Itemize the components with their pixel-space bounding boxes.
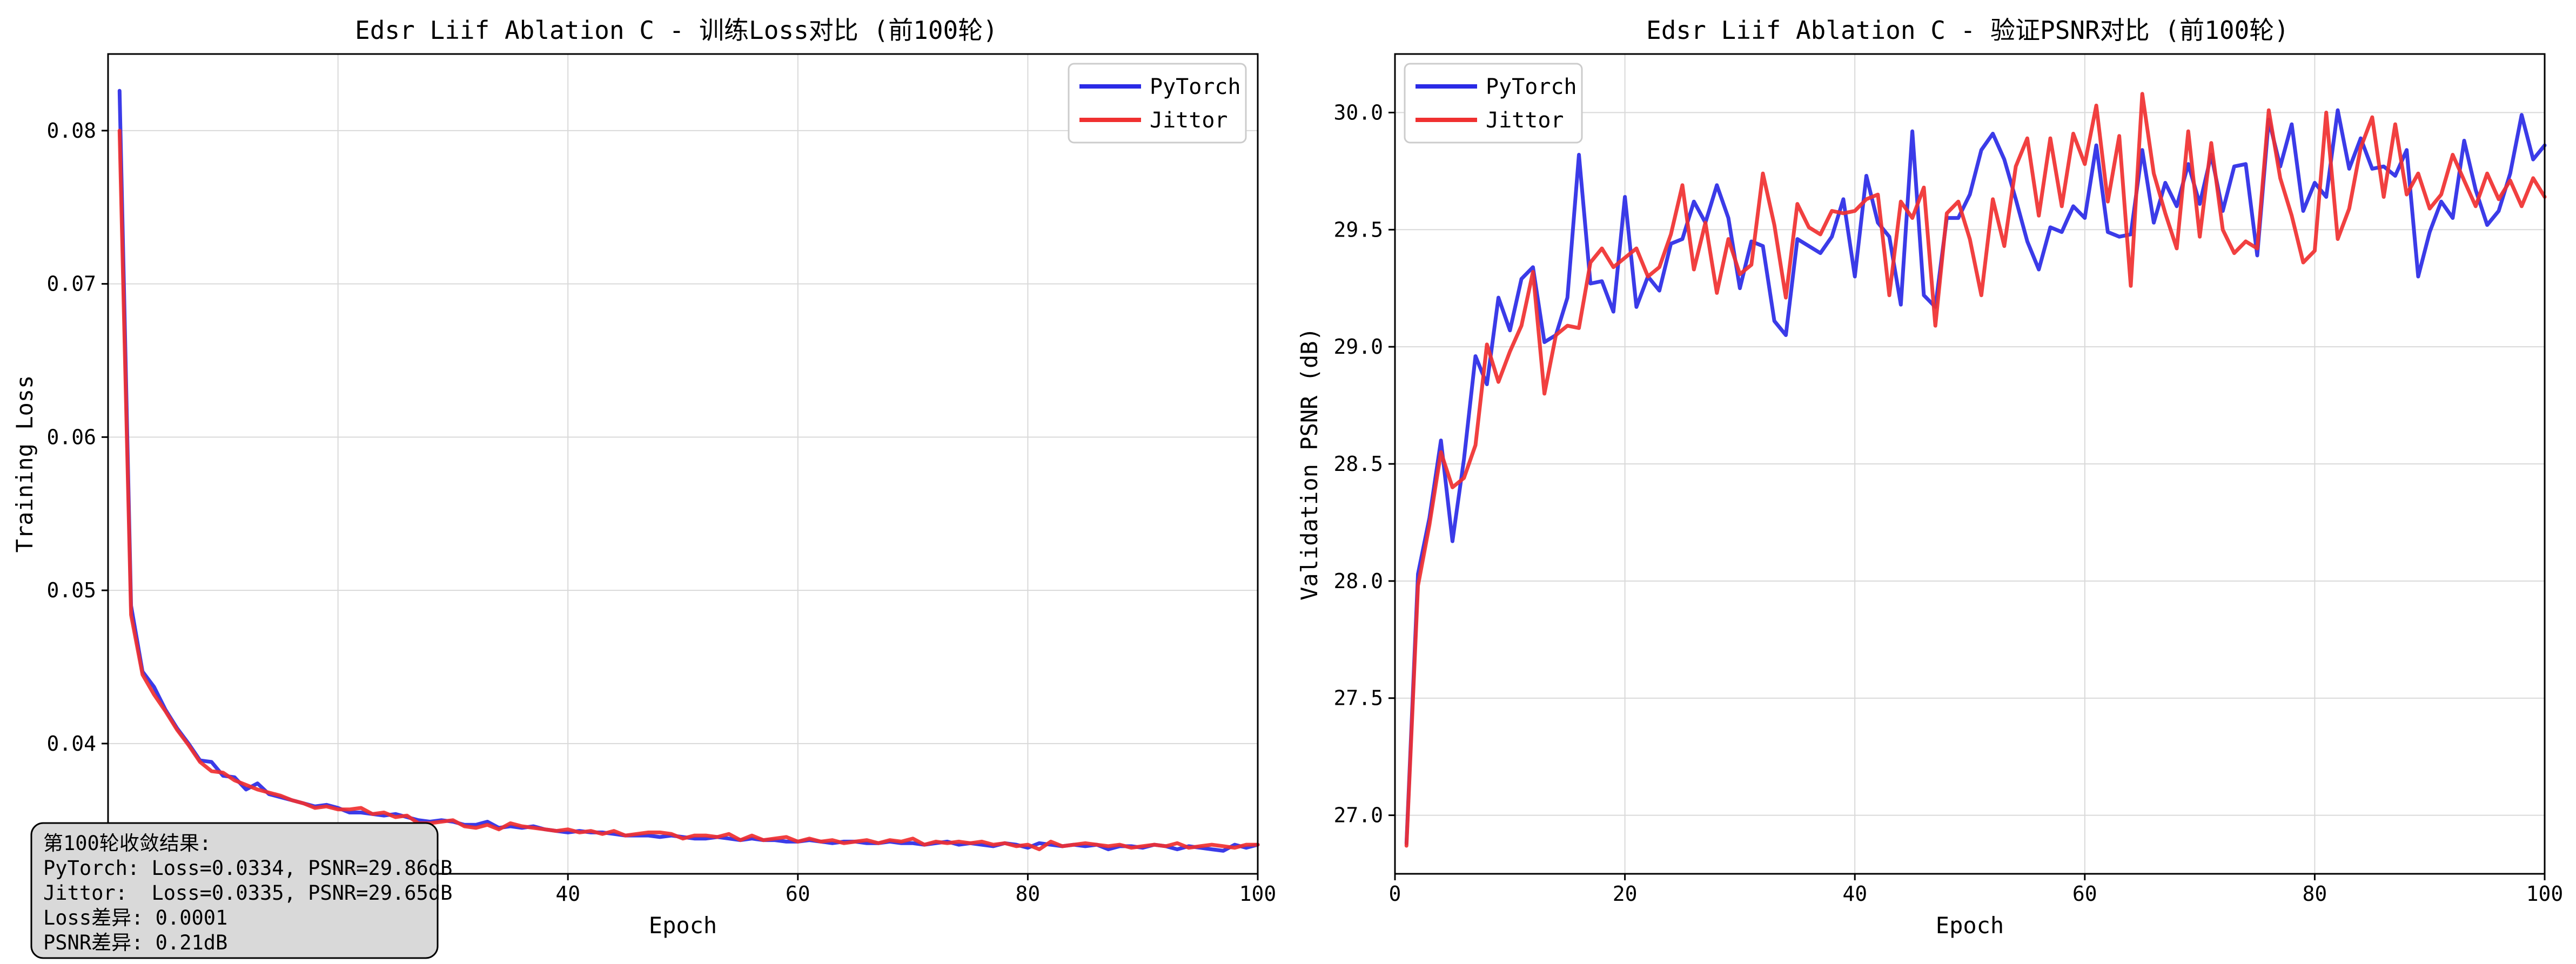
x-tick-label: 40: [555, 882, 580, 906]
x-tick-label: 80: [1016, 882, 1041, 906]
summary-line-3: Jittor: Loss=0.0335, PSNR=29.65dB: [43, 881, 452, 905]
loss-chart-title: Edsr Liif Ablation C - 训练Loss对比 (前100轮): [355, 16, 998, 45]
y-tick-label: 0.08: [46, 119, 96, 143]
x-tick-label: 40: [1842, 882, 1867, 906]
y-tick-label: 27.5: [1333, 686, 1383, 710]
x-tick-label: 60: [786, 882, 810, 906]
psnr-chart-series: [1404, 92, 2547, 848]
x-tick-label: 100: [1239, 882, 1277, 906]
psnr-legend-label-pytorch: PyTorch: [1486, 75, 1577, 99]
summary-line-5: PSNR差异: 0.21dB: [43, 931, 227, 954]
series-line-pytorch: [1404, 108, 2547, 846]
psnr-legend-box: [1404, 63, 1583, 144]
loss-legend-box: [1068, 63, 1247, 144]
x-tick-label: 60: [2072, 882, 2097, 906]
psnr-chart-x-label: Epoch: [1936, 912, 2004, 939]
series-line-jittor: [117, 129, 1260, 852]
psnr-chart-legend: PyTorch Jittor: [1404, 63, 1583, 144]
y-tick-label: 0.04: [46, 732, 96, 756]
loss-chart-legend: PyTorch Jittor: [1068, 63, 1247, 144]
psnr-legend-label-jittor: Jittor: [1486, 108, 1564, 133]
psnr-chart-x-ticks: 0 20 40 60 80 100: [1389, 874, 2564, 906]
loss-chart: Edsr Liif Ablation C - 训练Loss对比 (前100轮) …: [11, 16, 1277, 959]
summary-line-1: 第100轮收敛结果:: [43, 832, 211, 855]
psnr-chart-title: Edsr Liif Ablation C - 验证PSNR对比 (前100轮): [1646, 16, 2289, 45]
x-tick-label: 0: [1389, 882, 1401, 906]
summary-line-2: PyTorch: Loss=0.0334, PSNR=29.86dB: [43, 857, 452, 880]
series-line-jittor: [1404, 92, 2547, 848]
loss-chart-y-label: Training Loss: [11, 375, 38, 553]
y-tick-label: 27.0: [1333, 804, 1383, 827]
summary-box: [30, 822, 439, 959]
x-tick-label: 80: [2303, 882, 2327, 906]
y-tick-label: 0.07: [46, 272, 96, 296]
psnr-chart-grid: [1394, 54, 2545, 874]
loss-chart-x-label: Epoch: [649, 912, 717, 939]
x-tick-label: 20: [1613, 882, 1638, 906]
summary-line-4: Loss差异: 0.0001: [43, 906, 227, 929]
y-tick-label: 28.5: [1333, 452, 1383, 476]
y-tick-label: 28.0: [1333, 569, 1383, 593]
y-tick-label: 30.0: [1333, 100, 1383, 124]
x-tick-label: 100: [2526, 882, 2564, 906]
loss-chart-series: [117, 89, 1260, 853]
loss-chart-frame: [107, 53, 1259, 875]
psnr-chart: Edsr Liif Ablation C - 验证PSNR对比 (前100轮) …: [1296, 16, 2563, 939]
y-tick-label: 0.05: [46, 578, 96, 602]
y-tick-label: 29.5: [1333, 218, 1383, 241]
psnr-chart-y-label: Validation PSNR (dB): [1296, 327, 1323, 601]
y-tick-label: 0.06: [46, 425, 96, 449]
y-tick-label: 29.0: [1333, 335, 1383, 359]
summary-annotation: 第100轮收敛结果: PyTorch: Loss=0.0334, PSNR=29…: [30, 822, 452, 959]
psnr-chart-y-ticks: 27.0 27.5 28.0 28.5 29.0 29.5 30.0: [1333, 100, 1395, 827]
loss-chart-y-ticks: 0.04 0.05 0.06 0.07 0.08: [46, 119, 108, 756]
loss-legend-label-pytorch: PyTorch: [1150, 75, 1241, 99]
loss-legend-label-jittor: Jittor: [1150, 108, 1228, 133]
